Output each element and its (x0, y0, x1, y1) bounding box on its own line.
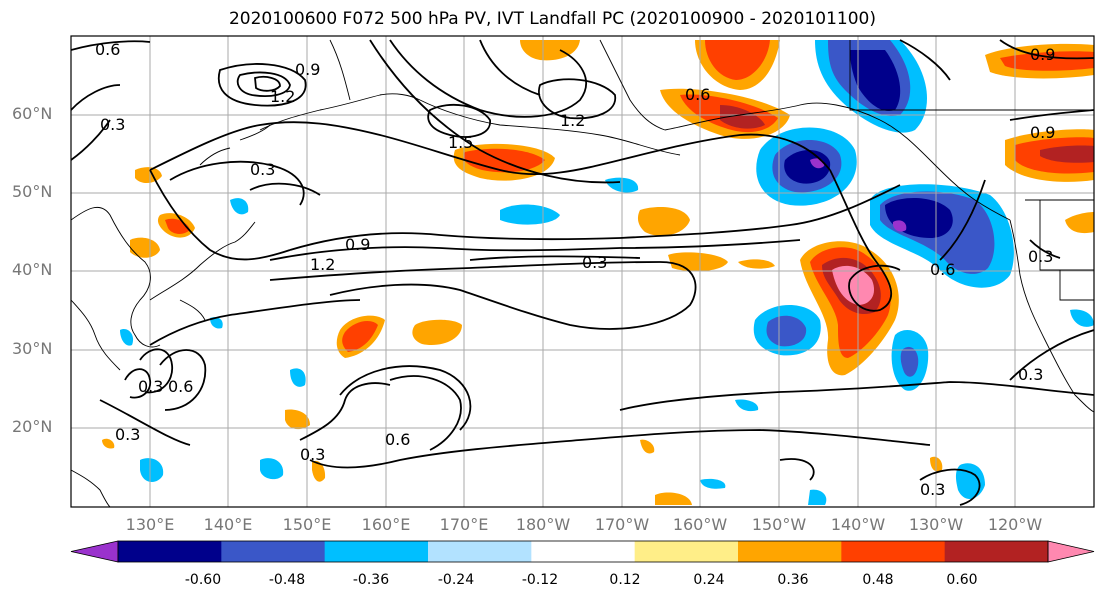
lon-tick-label: 160°W (672, 515, 728, 534)
lon-tick-label: 150°W (751, 515, 807, 534)
graticule (71, 36, 1094, 507)
lon-tick-label: 130°W (908, 515, 964, 534)
lon-tick-label: 170°E (439, 515, 489, 534)
contour-label: 0.3 (1018, 365, 1043, 384)
pv-contours (71, 39, 1094, 506)
colorbar-swatch (841, 541, 946, 562)
contour-label: 0.9 (295, 60, 320, 79)
colorbar-label: -0.24 (437, 572, 475, 588)
lon-tick-label: 140°E (203, 515, 253, 534)
map-title: 2020100600 F072 500 hPa PV, IVT Landfall… (228, 9, 876, 29)
colorbar-extend-high (1047, 540, 1095, 563)
contour-label: 0.6 (685, 85, 710, 104)
contour-label: 1.2 (560, 111, 585, 130)
contour-label: 1.2 (270, 87, 295, 106)
contour-label: 0.9 (345, 235, 370, 254)
colorbar-label: 0.12 (609, 572, 641, 588)
lon-tick-label: 180°W (515, 515, 571, 534)
contour-label: 0.6 (930, 260, 955, 279)
lat-tick-label: 30°N (12, 339, 53, 358)
contour-label: 0.6 (385, 430, 410, 449)
coastlines (71, 39, 1094, 507)
lon-tick-label: 120°W (987, 515, 1043, 534)
contour-label: 1.2 (310, 255, 335, 274)
lon-tick-label: 140°W (830, 515, 886, 534)
contour-label: 0.3 (300, 445, 325, 464)
colorbar-swatch (324, 541, 429, 562)
contour-label: 0.3 (582, 253, 607, 272)
contour-label: 0.6 (95, 40, 120, 59)
contour-labels: 0.6 0.9 1.2 0.3 1.5 1.2 0.3 0.9 1.2 0.3 … (95, 40, 1055, 499)
lat-tick-label: 50°N (12, 182, 53, 201)
colorbar-label: 0.48 (862, 572, 894, 588)
colorbar-swatch (221, 541, 326, 562)
contour-label: 0.3 (250, 160, 275, 179)
contour-label: 0.3 (1028, 247, 1053, 266)
contour-label: 0.3 (920, 480, 945, 499)
lat-tick-label: 40°N (12, 260, 53, 279)
lon-tick-label: 150°E (282, 515, 332, 534)
contour-label: 1.5 (448, 133, 473, 152)
colorbar-label: -0.36 (352, 572, 390, 588)
contour-label: 0.3 (115, 425, 140, 444)
colorbar-outline (117, 540, 1049, 563)
colorbar (70, 540, 1095, 563)
colorbar-swatch (634, 541, 739, 562)
lat-tick-label: 20°N (12, 417, 53, 436)
colorbar-label: 0.24 (693, 572, 725, 588)
colorbar-swatch (944, 541, 1049, 562)
colorbar-swatch (531, 541, 636, 562)
lon-tick-label: 130°E (125, 515, 175, 534)
map-frame (70, 35, 1095, 508)
colorbar-label: -0.12 (521, 572, 559, 588)
contour-label: 0.3 (138, 377, 163, 396)
colorbar-label: -0.48 (268, 572, 306, 588)
lon-tick-label: 170°W (594, 515, 650, 534)
contour-label: 0.6 (168, 377, 193, 396)
contour-label: 0.9 (1030, 123, 1055, 142)
colorbar-label: 0.60 (946, 572, 978, 588)
colorbar-swatch (738, 541, 842, 562)
colorbar-extend-low (70, 540, 119, 563)
lon-tick-label: 160°E (361, 515, 411, 534)
colorbar-swatch (428, 541, 532, 562)
colorbar-label: -0.60 (184, 572, 222, 588)
colorbar-label: 0.36 (777, 572, 809, 588)
lat-tick-label: 60°N (12, 104, 53, 123)
contour-label: 0.3 (100, 115, 125, 134)
colorbar-swatch (118, 541, 222, 562)
contour-label: 0.9 (1030, 45, 1055, 64)
